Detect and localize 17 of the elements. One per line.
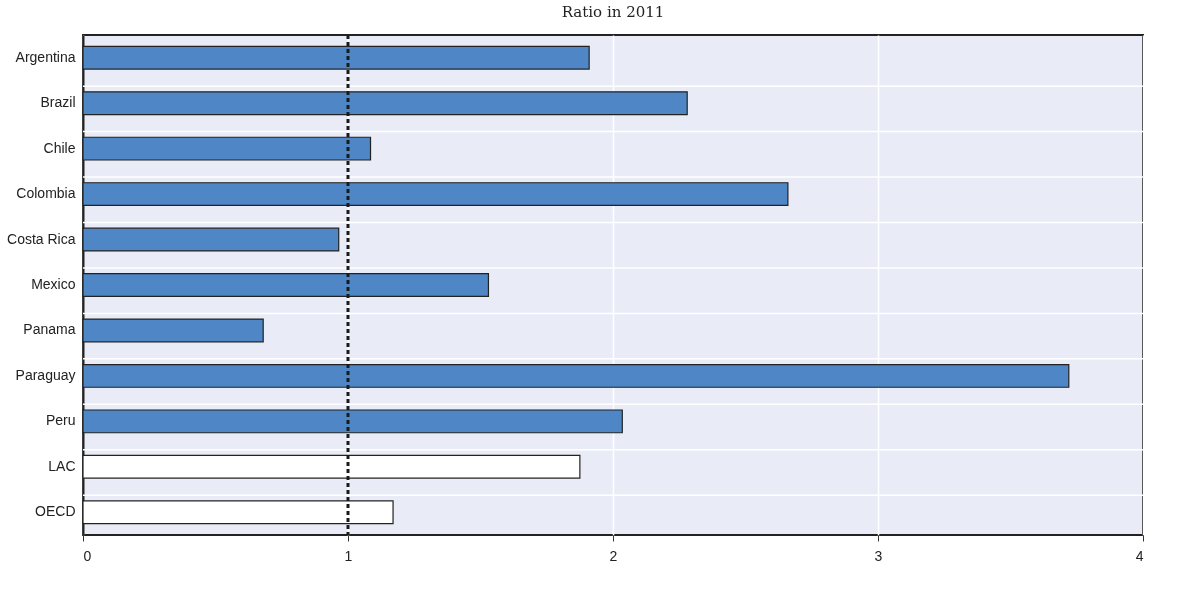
y-tick-label: Panama <box>23 321 76 338</box>
y-tick-label: LAC <box>48 457 76 474</box>
x-tick-label: 2 <box>609 547 618 564</box>
x-tick-label: 1 <box>344 547 353 564</box>
y-tick-label: Paraguay <box>15 366 76 383</box>
y-tick-label: Argentina <box>15 48 76 65</box>
y-tick-label: Colombia <box>16 185 76 202</box>
y-tick-label: Costa Rica <box>7 230 76 247</box>
x-tick-label: 4 <box>1135 547 1144 564</box>
y-tick-label: Chile <box>43 139 76 156</box>
x-tick-label: 3 <box>874 547 883 564</box>
y-tick-label: Mexico <box>31 276 76 292</box>
y-tick-label: Peru <box>45 412 76 429</box>
chart-subtitle: Ratio in 2011 <box>561 2 665 21</box>
x-tick-label: 0 <box>83 547 92 564</box>
y-tick-label: OECD <box>35 503 76 520</box>
y-tick-label: Brazil <box>40 94 76 111</box>
